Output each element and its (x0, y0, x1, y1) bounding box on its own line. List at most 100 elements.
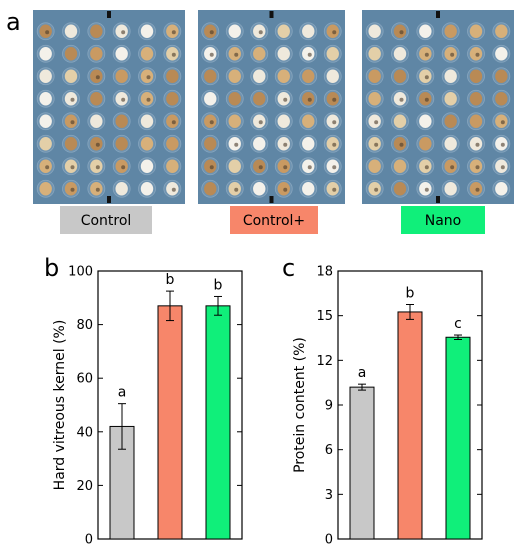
kernel (166, 69, 179, 84)
panel-b-letter: b (44, 254, 59, 282)
kernel-germ (283, 142, 288, 147)
kernel-germ (70, 120, 75, 125)
kernel-germ (258, 165, 263, 170)
kernel-germ (332, 165, 337, 170)
kernel-germ (70, 97, 75, 102)
kernel-germ (332, 187, 337, 192)
kernel (39, 91, 52, 106)
kernel (39, 136, 52, 151)
kernel (228, 114, 241, 129)
kernel-germ (171, 120, 176, 125)
panel-a-letter: a (6, 8, 21, 36)
kernel-germ (500, 165, 505, 170)
kernel (419, 24, 432, 39)
kernel-germ (234, 142, 239, 147)
kernel (140, 136, 154, 151)
kernel (204, 69, 217, 84)
kernel (368, 159, 381, 174)
kernel (495, 69, 508, 84)
kernel (495, 181, 508, 196)
kernel (444, 114, 457, 129)
tray-marker (269, 11, 274, 18)
significance-letter: a (358, 365, 367, 381)
kernel-germ (171, 30, 176, 35)
kernel (115, 181, 128, 196)
kernel (444, 69, 457, 84)
kernel-germ (171, 187, 176, 192)
y-axis-title: Hard vitreous kernel (%) (52, 320, 68, 491)
tray-marker (436, 196, 440, 203)
kernel (495, 91, 508, 106)
kernel-germ (332, 142, 337, 147)
kernel-germ (500, 120, 505, 125)
kernel (302, 114, 315, 129)
control-tag-label: Control (81, 213, 132, 229)
kernel (302, 24, 315, 39)
kernel-germ (121, 30, 126, 35)
kernel-germ (399, 97, 404, 102)
kernel (90, 24, 103, 39)
significance-letter: a (118, 385, 127, 401)
y-tick-label: 0 (85, 533, 93, 548)
kernel (64, 136, 78, 151)
kernel (393, 114, 407, 129)
kernel (253, 46, 266, 61)
kernel (368, 24, 381, 39)
nano-tag-label: Nano (425, 213, 462, 229)
kernel (393, 159, 407, 174)
y-tick-label: 6 (325, 443, 333, 458)
kernel-germ (234, 52, 239, 57)
kernel (166, 136, 179, 151)
kernel-germ (307, 165, 312, 170)
kernel (469, 69, 483, 84)
kernel-germ (146, 75, 151, 80)
kernel (228, 91, 241, 106)
kernel-germ (307, 52, 312, 57)
kernel (140, 114, 154, 129)
kernel-germ (234, 187, 239, 192)
chart-hard-vitreous: 0 20 40 60 80 100 Hard vitreous kernel (%) a b b (52, 265, 243, 548)
kernel (302, 69, 315, 84)
significance-letter: c (454, 316, 462, 332)
kernel (166, 159, 179, 174)
kernel-germ (374, 142, 379, 147)
kernel (277, 69, 290, 84)
kernel (444, 181, 457, 196)
kernel (39, 181, 52, 196)
significance-letter: b (214, 277, 223, 293)
kernel-germ (332, 97, 337, 102)
y-tick-label: 18 (316, 265, 333, 280)
kernel-germ (475, 165, 480, 170)
kernel (228, 24, 241, 39)
significance-letter: b (406, 286, 415, 302)
kernel (39, 114, 52, 129)
kernel-germ (475, 142, 480, 147)
panel-c-letter: c (282, 254, 295, 282)
y-tick-label: 100 (68, 265, 93, 280)
bar-nano (205, 305, 231, 540)
kernel (90, 91, 103, 106)
kernel-germ (209, 120, 214, 125)
y-tick-label: 12 (316, 354, 333, 369)
kernel-germ (399, 142, 404, 147)
kernel-germ (424, 187, 429, 192)
bar-control-plus (397, 311, 423, 540)
kernel-germ (424, 75, 429, 80)
kernel-germ (283, 187, 288, 192)
y-tick-label: 40 (76, 425, 93, 440)
kernel (302, 181, 315, 196)
y-tick-label: 20 (76, 479, 93, 494)
kernel (90, 46, 103, 61)
kernel (419, 136, 432, 151)
kernel-germ (95, 187, 100, 192)
y-tick-label: 0 (325, 533, 333, 548)
kernel-tray (362, 10, 514, 204)
kernel-germ (475, 52, 480, 57)
kernel-germ (450, 52, 455, 57)
kernel-germ (258, 30, 263, 35)
kernel (253, 91, 266, 106)
kernel-germ (209, 30, 214, 35)
kernel-germ (424, 52, 429, 57)
kernel (444, 136, 457, 151)
tray-marker (107, 196, 111, 203)
